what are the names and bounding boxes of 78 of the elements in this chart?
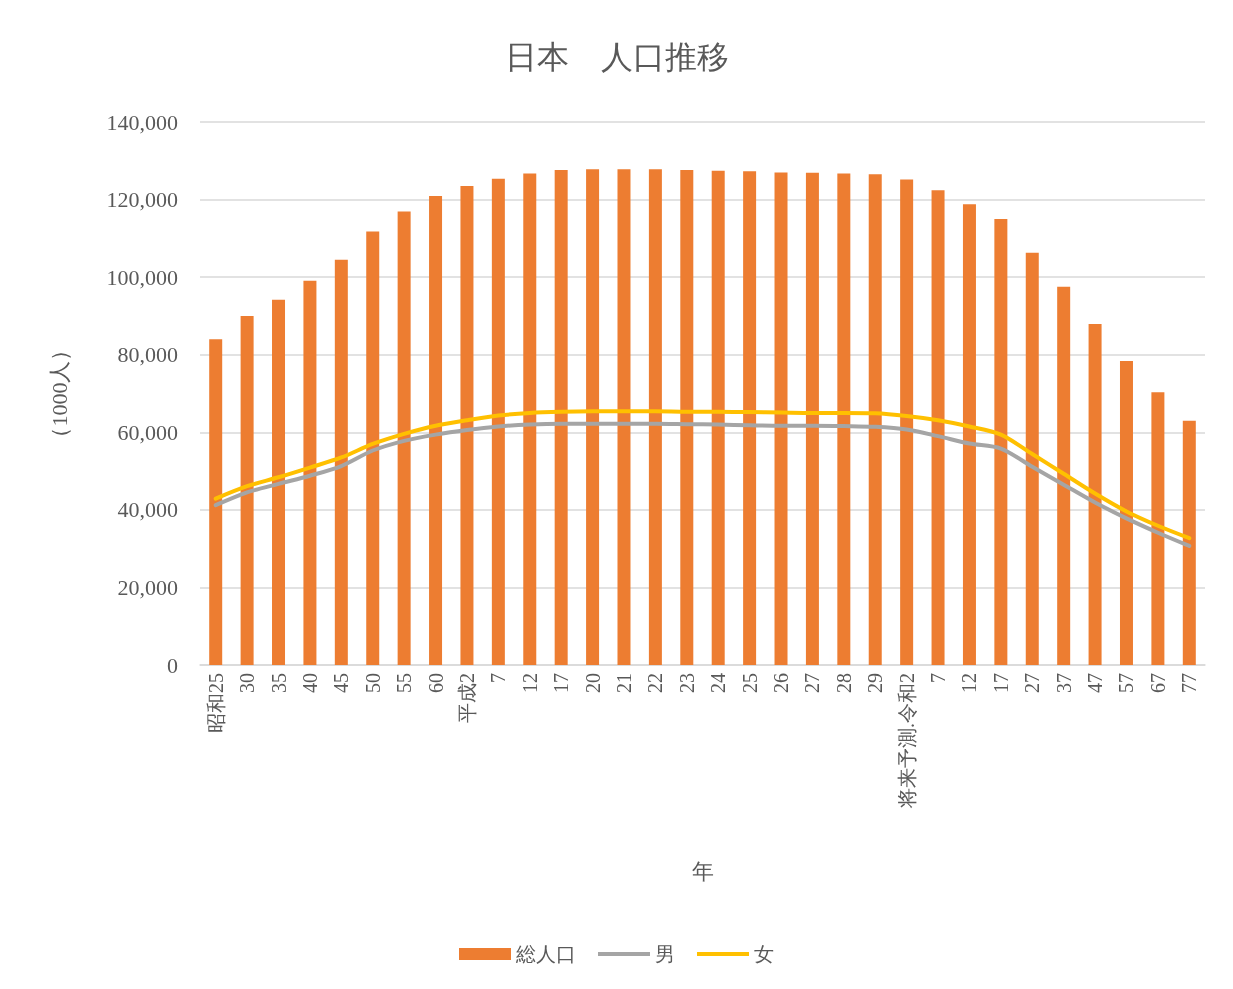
y-tick-label: 40,000: [117, 497, 178, 523]
x-tick-label: 将来予測.令和2: [895, 673, 918, 809]
bar: [868, 174, 882, 665]
bar: [491, 178, 505, 665]
y-tick-label: 100,000: [106, 264, 178, 290]
x-tick-label: 24: [707, 673, 730, 693]
legend-label: 総人口: [515, 943, 576, 965]
y-tick-label: 120,000: [106, 187, 178, 213]
bar: [837, 173, 851, 665]
bar: [1182, 420, 1196, 665]
x-tick-label: 47: [1084, 673, 1107, 693]
y-tick-label: 60,000: [117, 419, 178, 445]
x-tick-label: 平成2: [455, 673, 478, 723]
x-tick-label: 67: [1146, 673, 1169, 693]
x-tick-label: 45: [330, 673, 353, 693]
x-tick-label: 20: [581, 673, 604, 693]
x-tick-label: 30: [236, 673, 259, 693]
x-tick-label: 7: [927, 673, 950, 683]
x-tick-label: 40: [298, 673, 321, 693]
x-tick-label: 17: [989, 673, 1012, 693]
x-tick-label: 55: [393, 673, 416, 693]
x-tick-label: 23: [675, 673, 698, 693]
legend-label: 女: [754, 943, 774, 965]
x-tick-label: 7: [487, 673, 510, 683]
x-tick-label: 57: [1115, 673, 1138, 693]
bar: [962, 204, 976, 665]
y-tick-label: 20,000: [117, 574, 178, 600]
x-tick-label: 12: [958, 673, 981, 693]
x-tick-label: 17: [550, 673, 573, 693]
y-tick-label: 0: [167, 652, 178, 678]
bar: [272, 299, 286, 665]
bar: [334, 259, 348, 665]
bar: [1088, 324, 1102, 665]
x-tick-label: 28: [832, 673, 855, 693]
bar: [680, 170, 694, 665]
bar: [1151, 392, 1165, 665]
x-tick-label: 60: [424, 673, 447, 693]
legend-label: 男: [655, 943, 675, 965]
bar: [240, 315, 254, 665]
x-tick-label: 昭和25: [204, 673, 227, 733]
bar: [586, 169, 600, 665]
bar: [1057, 286, 1071, 665]
bar: [711, 170, 725, 665]
bar: [931, 190, 945, 665]
chart-title: 日本 人口推移: [504, 39, 729, 75]
x-tick-label: 77: [1178, 673, 1201, 693]
bar: [554, 170, 568, 665]
bar: [648, 169, 662, 665]
bar: [303, 280, 317, 665]
bar: [805, 172, 819, 665]
x-tick-label: 26: [770, 673, 793, 693]
x-tick-label: 25: [738, 673, 761, 693]
bar: [209, 339, 223, 665]
x-tick-label: 29: [864, 673, 887, 693]
bar: [397, 211, 411, 665]
bar: [900, 179, 914, 665]
x-tick-label: 37: [1052, 673, 1075, 693]
bar: [523, 173, 537, 665]
bar: [366, 231, 380, 665]
x-tick-label: 50: [361, 673, 384, 693]
y-tick-label: 80,000: [117, 342, 178, 368]
x-tick-label: 35: [267, 673, 290, 693]
x-tick-label: 27: [801, 673, 824, 693]
y-axis-title: （1000人）: [46, 338, 72, 449]
x-tick-label: 27: [1021, 673, 1044, 693]
bar: [774, 172, 788, 665]
y-tick-label: 140,000: [106, 109, 178, 135]
x-tick-label: 12: [518, 673, 541, 693]
x-axis-title: 年: [691, 858, 714, 884]
bar: [743, 171, 757, 665]
x-tick-label: 21: [612, 673, 635, 693]
bar: [994, 218, 1008, 665]
bar: [429, 196, 443, 665]
bar: [1025, 252, 1039, 665]
bar: [617, 169, 631, 665]
x-tick-label: 22: [644, 673, 667, 693]
bar: [1119, 360, 1133, 665]
bar: [460, 186, 474, 665]
